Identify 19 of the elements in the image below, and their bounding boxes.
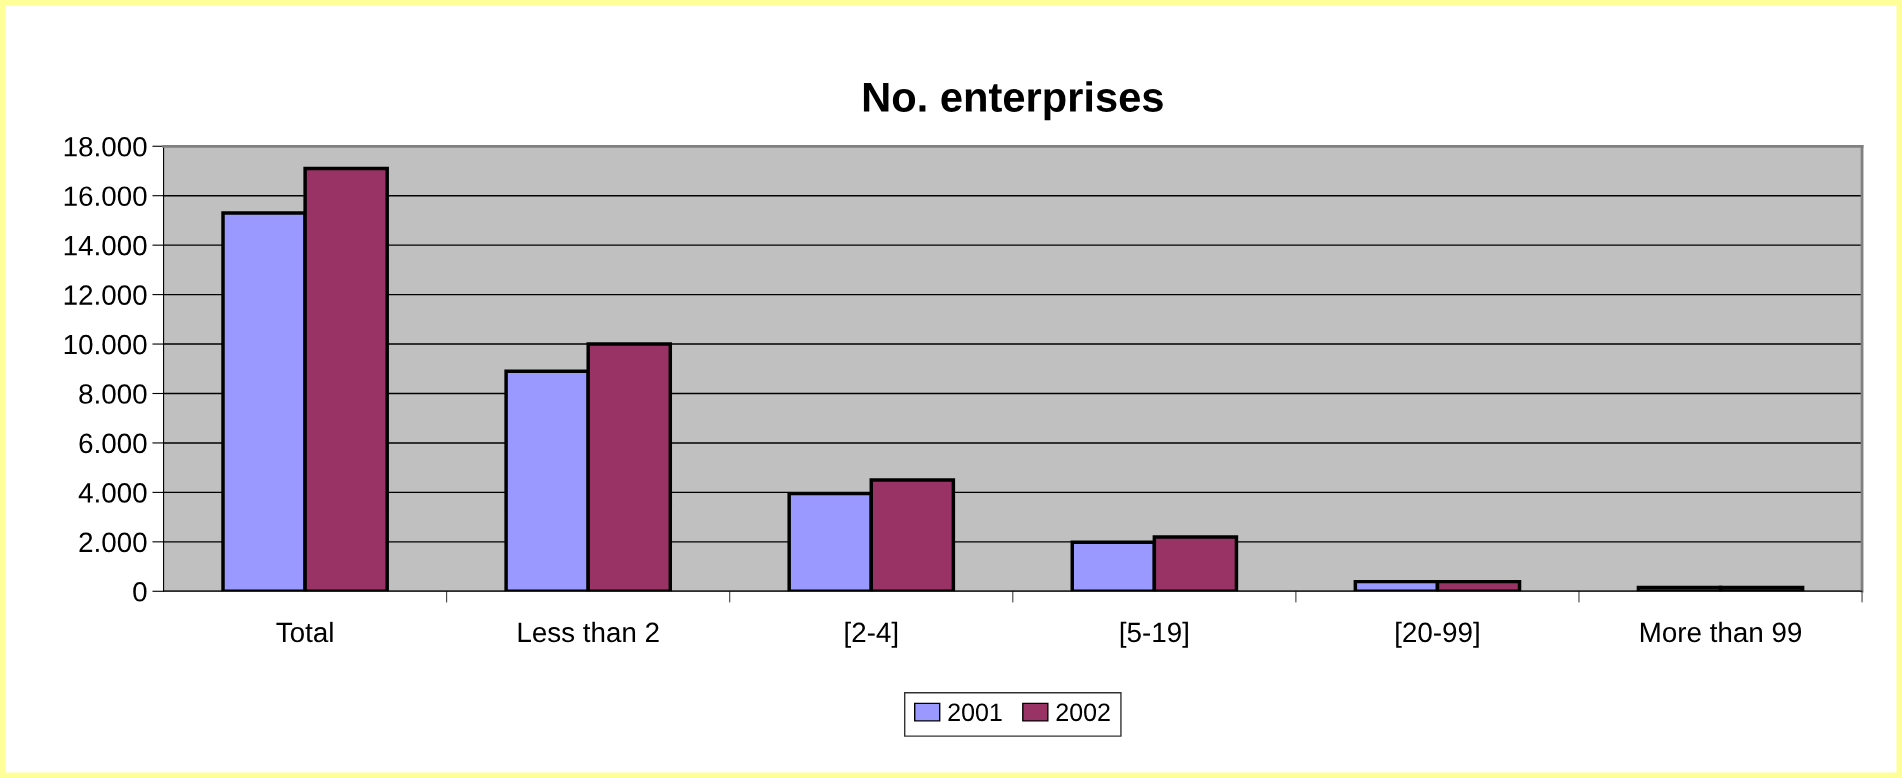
x-tick-label: Total	[276, 621, 333, 643]
y-tick-label: 8.000	[79, 384, 147, 404]
x-tick-label: More than 99	[1640, 621, 1802, 643]
chart-title: No. enterprises	[863, 81, 1163, 121]
y-tick-label: 14.000	[64, 235, 147, 256]
y-tick-label: 16.000	[64, 186, 147, 207]
x-tick-label: [5-19]	[1120, 621, 1188, 648]
y-tick-label: 18.000	[64, 136, 147, 157]
legend-label: 2001	[948, 703, 1002, 722]
y-tick-label: 12.000	[64, 285, 147, 305]
x-tick-label: [2-4]	[845, 621, 898, 648]
y-tick-label: 4.000	[78, 483, 147, 503]
y-tick-label: 0	[133, 581, 147, 602]
x-tick-label: [20-99]	[1396, 621, 1479, 648]
y-tick-label: 10.000	[64, 334, 147, 355]
y-tick-label: 6.000	[79, 433, 147, 454]
y-tick-label: 2.000	[79, 532, 147, 553]
x-tick-label: Less than 2	[518, 621, 659, 643]
legend-label: 2002	[1056, 703, 1110, 722]
